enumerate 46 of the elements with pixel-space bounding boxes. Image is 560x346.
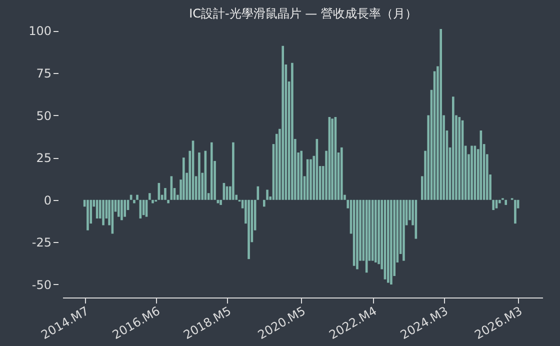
bar [402,200,405,261]
y-tick-label: 50 [36,108,52,123]
y-tick-label: 100 [28,24,52,38]
y-tick-label: 25 [36,151,52,166]
y-tick-label: 75 [36,66,52,80]
bar [152,200,154,204]
bar [331,118,334,200]
bar [164,188,166,200]
bar [266,190,268,200]
bar [133,200,136,204]
y-tick-label: -50 [32,278,52,292]
bar [118,200,120,217]
bar [504,200,508,205]
bar [440,29,442,200]
bar [210,142,213,200]
bar [514,200,516,224]
bar [262,200,266,207]
y-tick-label: -25 [32,236,52,250]
bar [248,200,250,260]
bar [470,146,473,200]
bar [340,147,343,200]
bar [300,150,303,200]
bar [291,62,294,200]
bar [374,200,377,262]
bar [310,159,312,200]
bar [167,200,170,204]
bar [387,200,390,283]
bar [216,200,220,204]
bar [124,200,126,217]
bar [492,200,494,210]
bar [182,158,185,200]
bar [198,152,200,200]
y-tick-label: 0 [44,193,52,208]
bar [452,96,454,200]
chart-title: IC設計-光學滑鼠晶片 — 營收成長率（月） [189,6,417,21]
bar [86,200,89,230]
bar [282,46,284,200]
bar [232,142,234,200]
bar [220,200,222,205]
bar [356,200,358,270]
bar [136,194,138,200]
bar [148,193,151,200]
bar [390,200,392,284]
bar [102,200,104,226]
bar [458,116,461,200]
bar [120,200,123,220]
